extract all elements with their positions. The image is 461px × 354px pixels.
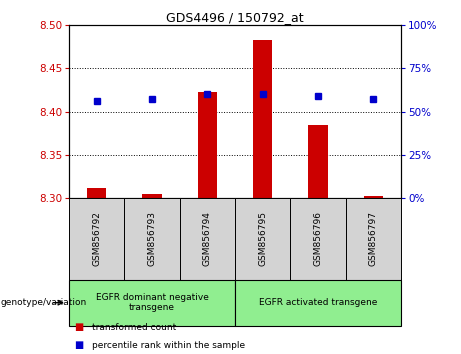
Bar (180, 198, 235, 280)
Text: GSM856795: GSM856795 (258, 211, 267, 267)
Text: percentile rank within the sample: percentile rank within the sample (92, 341, 245, 350)
Bar (235, 198, 290, 280)
Text: genotype/variation: genotype/variation (0, 298, 87, 307)
Bar (124, 198, 180, 280)
Text: ■: ■ (74, 322, 83, 332)
Text: GSM856793: GSM856793 (148, 211, 157, 267)
Text: GSM856794: GSM856794 (203, 211, 212, 267)
Bar (69, 280, 235, 326)
Title: GDS4496 / 150792_at: GDS4496 / 150792_at (166, 11, 304, 24)
Text: EGFR dominant negative
transgene: EGFR dominant negative transgene (96, 293, 208, 312)
Text: transformed count: transformed count (92, 323, 177, 332)
Bar (253, 40, 272, 198)
Text: EGFR activated transgene: EGFR activated transgene (259, 298, 377, 307)
Bar (87, 188, 106, 198)
Text: GSM856796: GSM856796 (313, 211, 323, 267)
Bar (364, 196, 383, 198)
Bar (308, 125, 328, 198)
Bar (346, 198, 401, 280)
Bar (290, 198, 346, 280)
Text: GSM856797: GSM856797 (369, 211, 378, 267)
Bar (198, 92, 217, 198)
Bar (142, 194, 162, 198)
Bar (235, 280, 401, 326)
Bar (69, 198, 124, 280)
Text: ■: ■ (74, 340, 83, 350)
Text: GSM856792: GSM856792 (92, 211, 101, 267)
